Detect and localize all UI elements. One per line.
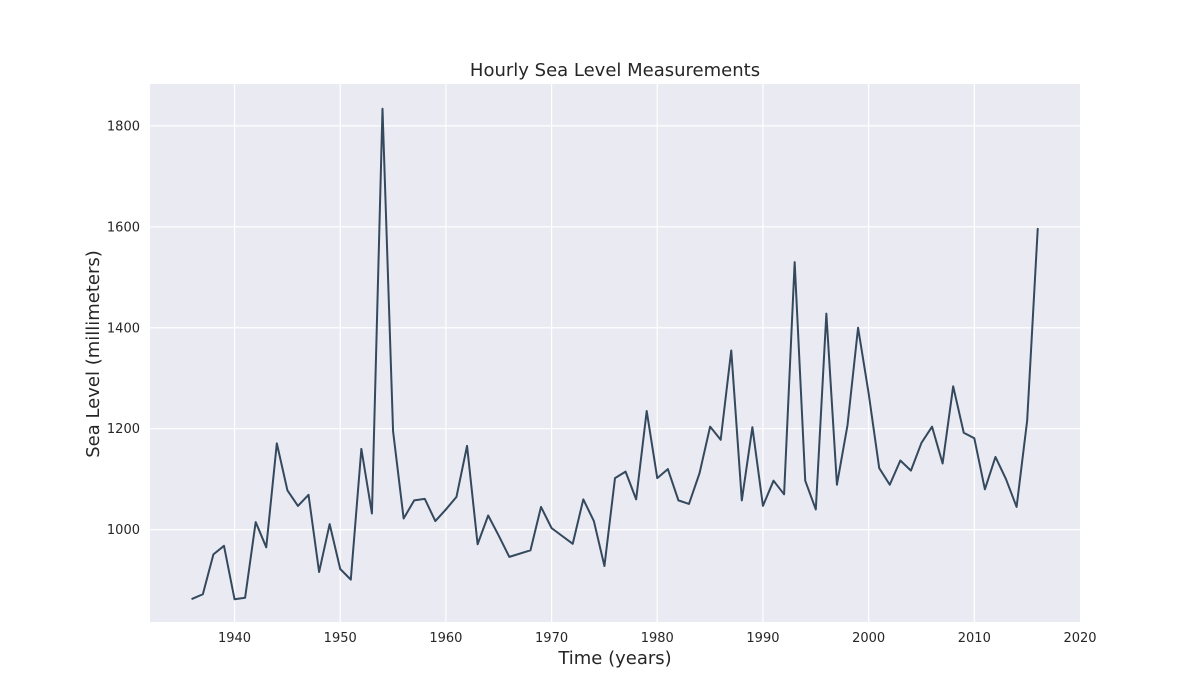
x-tick-label: 1980 bbox=[641, 631, 674, 646]
tick-labels: 1940 1950 1960 1970 1980 1990 2000 2010 2020 1000… bbox=[107, 119, 1097, 646]
x-tick-label: 2000 bbox=[852, 631, 885, 646]
y-tick-label: 1400 bbox=[107, 321, 140, 336]
y-tick-label: 1800 bbox=[107, 119, 140, 134]
y-axis-label: Sea Level (millimeters) bbox=[83, 250, 104, 458]
grid-lines bbox=[150, 84, 1080, 622]
series-layer bbox=[191, 107, 1039, 601]
x-tick-label: 1950 bbox=[324, 631, 357, 646]
chart-title: Hourly Sea Level Measurements bbox=[470, 60, 760, 81]
y-tick-label: 1600 bbox=[107, 220, 140, 235]
x-tick-label: 1970 bbox=[535, 631, 568, 646]
x-tick-label: 1960 bbox=[429, 631, 462, 646]
x-tick-label: 2010 bbox=[958, 631, 991, 646]
y-tick-label: 1000 bbox=[107, 523, 140, 538]
x-tick-label: 1990 bbox=[746, 631, 779, 646]
sea-level-series-line bbox=[191, 107, 1039, 601]
x-tick-label: 2020 bbox=[1063, 631, 1096, 646]
plot-area bbox=[150, 84, 1080, 622]
x-axis-label: Time (years) bbox=[557, 648, 671, 669]
y-tick-label: 1200 bbox=[107, 422, 140, 437]
x-tick-label: 1940 bbox=[218, 631, 251, 646]
